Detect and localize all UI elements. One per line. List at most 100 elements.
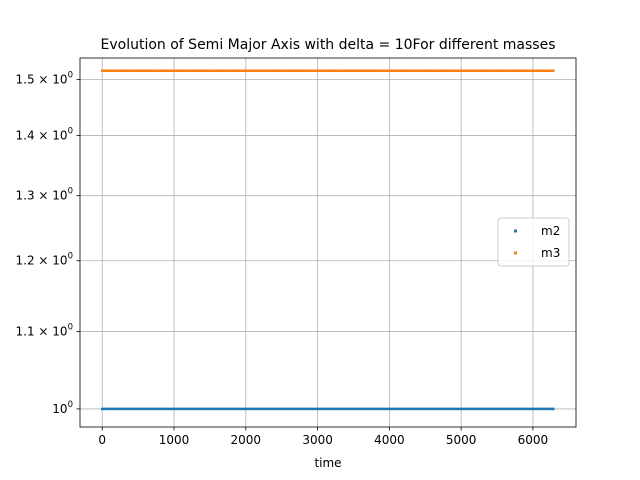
plot-frame [79,57,577,428]
data-point [276,407,279,411]
data-point [119,407,123,411]
data-point [373,69,377,72]
data-point [108,407,111,411]
data-point [358,69,361,72]
data-point [457,69,460,72]
data-point [188,69,192,72]
data-point [472,69,476,72]
data-point [169,69,173,72]
data-point [195,69,199,72]
data-point [497,69,500,72]
data-point [215,69,219,72]
data-point [192,407,196,411]
data-point [180,69,183,72]
data-point [347,69,351,72]
data-point [434,407,437,411]
data-point [507,69,510,72]
data-point [392,69,395,72]
data-point [552,407,555,411]
data-point [373,407,377,411]
data-point [200,69,203,72]
data-point [518,69,522,72]
x-axis-label: time [314,456,341,470]
data-point [172,407,176,411]
data-point [116,69,120,72]
data-point [471,69,474,72]
data-point [309,69,312,72]
data-point [273,407,276,411]
data-point [320,407,324,411]
data-point [290,69,293,72]
data-point [474,407,477,411]
data-point [293,69,296,72]
data-point [360,407,364,411]
data-point [416,69,420,72]
data-point [414,69,417,72]
x-tick-label: 5000 [446,433,477,447]
data-point [253,69,256,72]
data-point [340,407,344,411]
data-point [316,407,319,411]
data-point [498,407,502,411]
data-point [303,407,306,411]
data-point [128,407,131,411]
data-point [365,69,368,72]
data-point [159,407,163,411]
data-point [165,69,169,72]
data-point [454,407,457,411]
data-point [139,69,143,72]
data-point [346,69,349,72]
data-point [225,69,229,72]
data-point [329,407,332,411]
data-point [452,69,456,72]
data-point [274,69,278,72]
data-point [256,407,259,411]
data-point [317,407,321,411]
data-point [204,407,207,411]
data-point [428,407,431,411]
data-point [478,69,482,72]
data-point [129,69,133,72]
data-point [352,407,355,411]
data-point [359,69,362,72]
data-point [345,69,348,72]
data-point [171,407,174,411]
data-point [485,69,489,72]
x-tick-label: 1000 [159,433,190,447]
data-point [332,407,335,411]
data-point [299,407,302,411]
data-point [168,69,171,72]
data-point [524,69,527,72]
data-point [261,69,265,72]
data-point [247,407,250,411]
data-point [386,407,390,411]
data-point [306,69,309,72]
data-point [314,407,318,411]
data-point [119,69,123,72]
data-point [447,407,450,411]
data-point [247,69,250,72]
data-point [439,407,443,411]
data-point [343,69,347,72]
data-point [432,69,436,72]
data-point [429,69,433,72]
data-point [280,407,283,411]
data-point [306,407,309,411]
x-tick-label: 3000 [302,433,333,447]
data-point [141,69,144,72]
data-point [149,69,153,72]
data-point [234,69,237,72]
data-point [287,69,291,72]
data-point [223,407,226,411]
data-point [313,407,316,411]
data-point [330,69,334,72]
data-point [235,407,239,411]
data-point [290,407,293,411]
data-point [109,407,113,411]
data-point [505,407,509,411]
data-point [234,407,237,411]
data-point [521,407,525,411]
data-point [320,69,324,72]
data-point [405,69,408,72]
data-point [165,407,169,411]
